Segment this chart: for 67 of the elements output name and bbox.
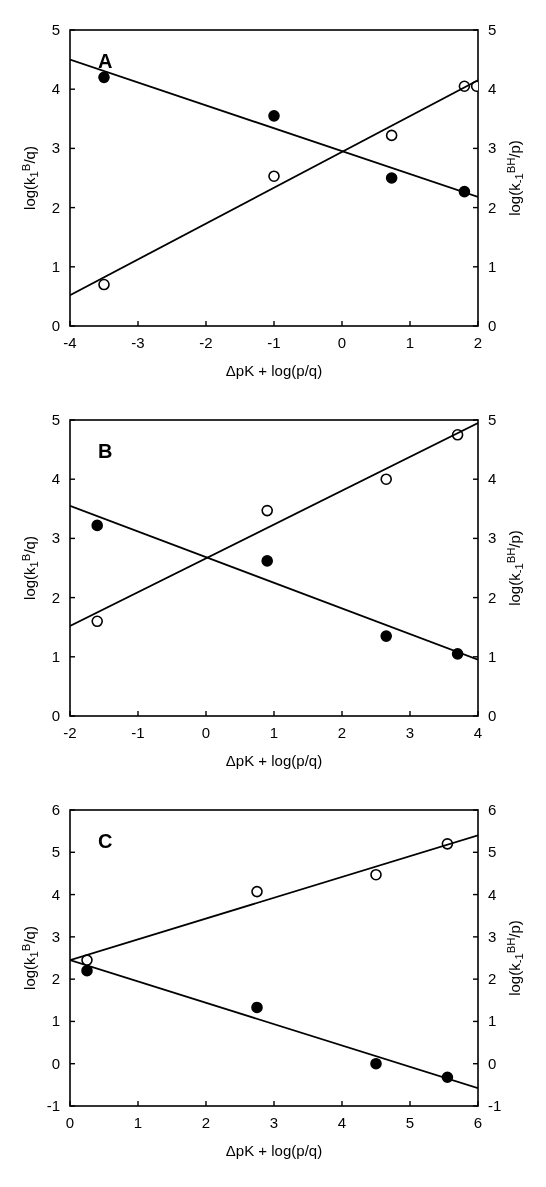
y-tick-label: 1 [51,257,60,275]
x-tick-label: -3 [131,334,145,351]
y-tick-label: 4 [51,470,60,488]
x-tick-label: 2 [201,1114,211,1131]
x-tick-label: 1 [405,334,415,351]
y2-tick-label: 4 [488,885,497,903]
y2-tick-label: 4 [488,470,497,488]
x-tick-label: 2 [337,724,347,741]
y2-tick-label: 2 [488,198,497,216]
x-axis-title: ΔpK + log(p/q) [225,362,323,379]
y-tick-label: 3 [51,927,60,945]
y-tick-label: 5 [51,843,60,861]
y2-tick-label: 1 [488,257,497,275]
annotation: C [98,830,113,852]
y2-tick-label: 0 [488,707,497,724]
y2-tick-label: 1 [488,1012,497,1030]
y2-tick-label: 2 [488,588,497,606]
x-tick-label: 0 [337,334,347,351]
y2-tick-label: 3 [488,529,497,547]
x-tick-label: 1 [133,1114,143,1131]
x-tick-label: 1 [269,724,279,741]
y-tick-label: 3 [51,529,60,547]
x-tick-label: -2 [63,724,77,741]
y-tick-label: 2 [51,588,60,606]
x-tick-label: -1 [131,724,145,741]
y2-tick-label: 0 [488,1054,497,1072]
y-tick-label: 2 [51,198,60,216]
y-tick-label: 0 [51,707,60,724]
y-tick-label: 1 [51,1012,60,1030]
annotation: A [98,50,113,72]
y-tick-label: 5 [51,21,60,38]
x-tick-label: -1 [267,334,281,351]
x-axis-title: ΔpK + log(p/q) [225,752,323,769]
y2-tick-label: -1 [488,1097,502,1114]
y2-tick-label: 6 [488,801,497,818]
y-tick-label: 3 [51,139,60,157]
x-tick-label: 2 [473,334,483,351]
y2-tick-label: 5 [488,843,497,861]
x-tick-label: 0 [65,1114,75,1131]
x-tick-label: -4 [63,334,77,351]
y-tick-label: 4 [51,80,60,98]
x-tick-label: 3 [405,724,415,741]
y2-tick-label: 2 [488,970,497,988]
y-tick-label: 5 [51,411,60,428]
y2-tick-label: 0 [488,317,497,334]
x-tick-label: -2 [199,334,213,351]
x-tick-label: 6 [473,1114,483,1131]
y-tick-label: 4 [51,885,60,903]
x-tick-label: 5 [405,1114,415,1131]
x-tick-label: 4 [473,724,483,741]
y2-tick-label: 5 [488,21,497,38]
y2-tick-label: 3 [488,139,497,157]
y-tick-label: 1 [51,647,60,665]
x-tick-label: 3 [269,1114,279,1131]
y2-tick-label: 1 [488,647,497,665]
y2-tick-label: 4 [488,80,497,98]
y-tick-label: -1 [46,1097,60,1114]
y2-tick-label: 5 [488,411,497,428]
x-tick-label: 0 [201,724,211,741]
annotation: B [98,440,113,462]
x-axis-title: ΔpK + log(p/q) [225,1142,323,1159]
y2-tick-label: 3 [488,927,497,945]
x-tick-label: 4 [337,1114,347,1131]
y-tick-label: 2 [51,970,60,988]
y-tick-label: 0 [51,1054,60,1072]
y-tick-label: 0 [51,317,60,334]
y-tick-label: 6 [51,801,60,818]
